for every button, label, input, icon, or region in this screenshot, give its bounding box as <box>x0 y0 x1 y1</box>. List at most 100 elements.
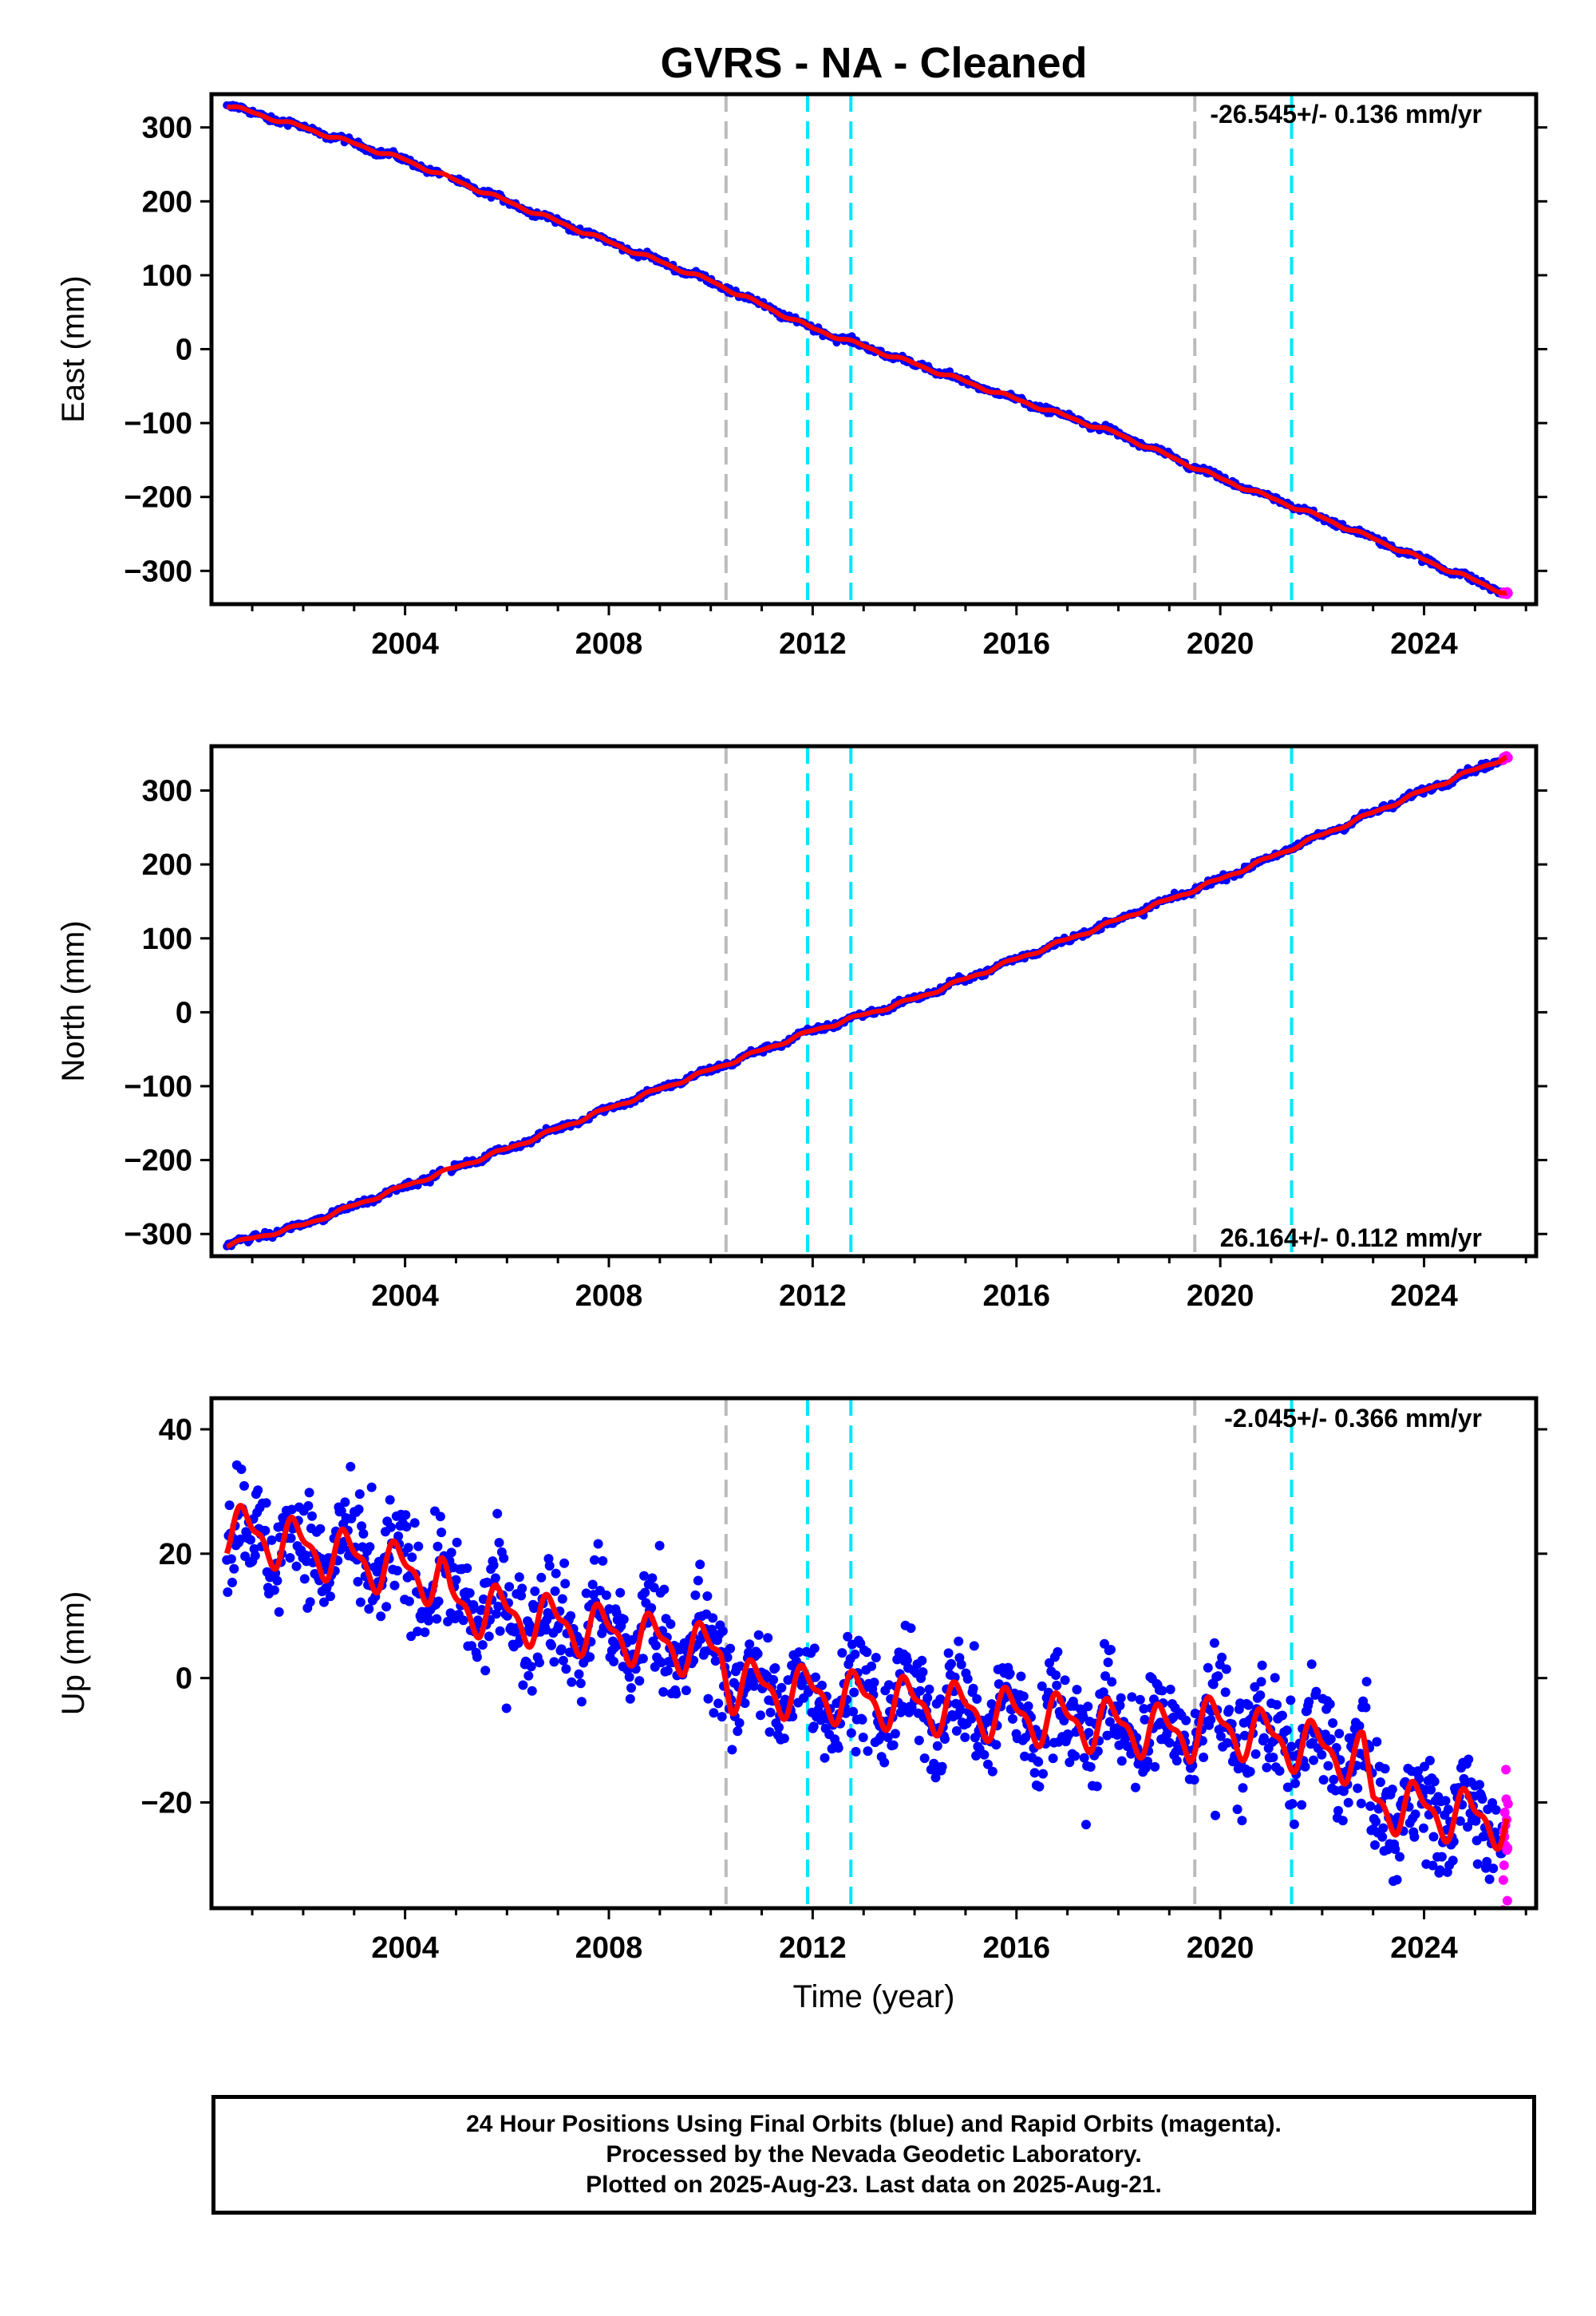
footer-note: 24 Hour Positions Using Final Orbits (bl… <box>211 2095 1536 2215</box>
final-orbit-point <box>1318 1775 1329 1785</box>
final-orbit-point <box>1053 1646 1063 1657</box>
final-orbit-point <box>713 1698 724 1709</box>
final-orbit-point <box>809 1643 820 1654</box>
x-tick-label: 2016 <box>982 1279 1050 1313</box>
final-orbit-point <box>315 1524 326 1534</box>
final-orbit-point <box>560 1579 571 1589</box>
final-orbit-point <box>229 1563 239 1574</box>
final-orbit-point <box>385 1522 396 1532</box>
x-tick-label: 2008 <box>575 1279 643 1313</box>
footer-line-2: Processed by the Nevada Geodetic Laborat… <box>606 2141 1142 2168</box>
final-orbit-point <box>261 1498 271 1508</box>
final-orbit-point <box>914 1735 924 1745</box>
final-orbit-point <box>1020 1751 1029 1761</box>
final-orbit-point <box>776 1682 787 1693</box>
final-orbit-point <box>272 1575 282 1586</box>
final-orbit-point <box>1270 1673 1280 1683</box>
final-orbit-point <box>768 1674 779 1685</box>
final-orbit-point <box>1392 1875 1402 1885</box>
final-orbit-point <box>1337 1816 1348 1826</box>
footer-line-1: 24 Hour Positions Using Final Orbits (bl… <box>466 2111 1282 2137</box>
final-orbit-point <box>1426 1784 1436 1795</box>
final-orbit-point <box>1375 1777 1385 1788</box>
final-orbit-point <box>1116 1693 1126 1703</box>
final-orbit-point <box>883 1680 894 1690</box>
final-orbit-point <box>843 1631 853 1642</box>
final-orbit-point <box>1380 1764 1390 1774</box>
plot-frame <box>209 744 1539 1259</box>
final-orbit-point <box>1258 1733 1269 1743</box>
final-orbit-point <box>346 1461 356 1472</box>
model-fit-line <box>226 104 1507 596</box>
final-orbit-point <box>1262 1762 1272 1773</box>
final-orbit-point <box>1272 1700 1282 1710</box>
final-orbit-point <box>267 1535 277 1545</box>
final-orbit-point <box>424 1615 433 1626</box>
final-orbit-point <box>1256 1677 1266 1687</box>
final-orbit-point <box>1484 1874 1495 1884</box>
final-orbit-point <box>1171 1756 1182 1766</box>
final-orbit-point <box>779 1733 789 1744</box>
final-orbit-point <box>1106 1645 1116 1654</box>
final-orbit-point <box>433 1541 443 1551</box>
final-orbit-point <box>888 1740 899 1750</box>
final-orbit-point <box>1070 1751 1080 1761</box>
x-tick-label: 2004 <box>371 627 439 661</box>
final-orbit-point <box>649 1583 659 1593</box>
final-orbit-point <box>727 1745 737 1755</box>
final-orbit-point <box>1287 1799 1298 1809</box>
final-orbit-point <box>646 1603 657 1613</box>
panel-1: 2004 2008 2012 2016 2020 2024 −300 −200 −100 0 100… <box>56 92 1547 661</box>
final-orbit-point <box>703 1694 713 1704</box>
y-tick-label: 300 <box>142 112 192 145</box>
final-orbit-point <box>581 1588 591 1599</box>
final-orbit-point <box>890 1729 900 1739</box>
final-orbit-point <box>253 1485 263 1496</box>
final-orbit-point <box>846 1728 856 1738</box>
y-tick-label: −100 <box>124 1070 192 1104</box>
final-orbit-point <box>1354 1721 1365 1731</box>
final-orbit-point <box>1289 1819 1299 1829</box>
final-orbit-point <box>946 1658 956 1669</box>
final-orbit-point <box>869 1678 879 1688</box>
final-orbit-point <box>1361 1677 1372 1687</box>
final-orbit-point <box>1282 1725 1292 1736</box>
final-orbit-point <box>1189 1775 1199 1785</box>
final-orbit-point <box>609 1657 619 1666</box>
final-orbit-point <box>1131 1782 1140 1792</box>
final-orbit-point <box>972 1694 982 1704</box>
final-orbit-point <box>227 1577 237 1587</box>
final-orbit-point <box>490 1573 500 1583</box>
final-orbit-point <box>435 1512 445 1522</box>
final-orbit-point <box>494 1538 504 1547</box>
final-orbit-point <box>409 1518 420 1528</box>
final-orbit-point <box>858 1733 868 1742</box>
final-orbit-point <box>1023 1701 1033 1711</box>
final-orbit-point <box>1410 1809 1420 1820</box>
final-orbit-point <box>1059 1716 1069 1725</box>
final-orbit-point <box>305 1597 315 1607</box>
final-orbit-point <box>357 1521 367 1531</box>
rapid-orbit-point <box>1502 1895 1512 1906</box>
final-orbit-point <box>690 1590 701 1600</box>
final-orbit-point <box>598 1555 608 1566</box>
final-orbit-point <box>681 1686 691 1696</box>
final-orbit-point <box>1361 1702 1371 1713</box>
final-orbit-point <box>286 1504 297 1515</box>
final-orbit-point <box>517 1583 527 1594</box>
final-orbit-point <box>851 1746 861 1757</box>
final-orbit-point <box>549 1657 559 1667</box>
y-tick-label: 40 <box>159 1413 192 1447</box>
final-orbit-point <box>574 1669 584 1679</box>
final-orbit-point <box>1309 1755 1318 1765</box>
final-orbit-point <box>557 1594 567 1604</box>
final-orbit-point <box>983 1759 993 1769</box>
final-orbit-point <box>1199 1753 1209 1762</box>
final-orbit-point <box>702 1591 713 1601</box>
final-orbit-point <box>654 1540 665 1551</box>
final-orbit-point <box>326 1591 335 1602</box>
final-orbit-point <box>1277 1710 1287 1721</box>
rapid-orbit-point <box>1499 1808 1510 1817</box>
final-orbit-point <box>1304 1697 1314 1707</box>
final-orbit-point <box>1372 1737 1382 1747</box>
